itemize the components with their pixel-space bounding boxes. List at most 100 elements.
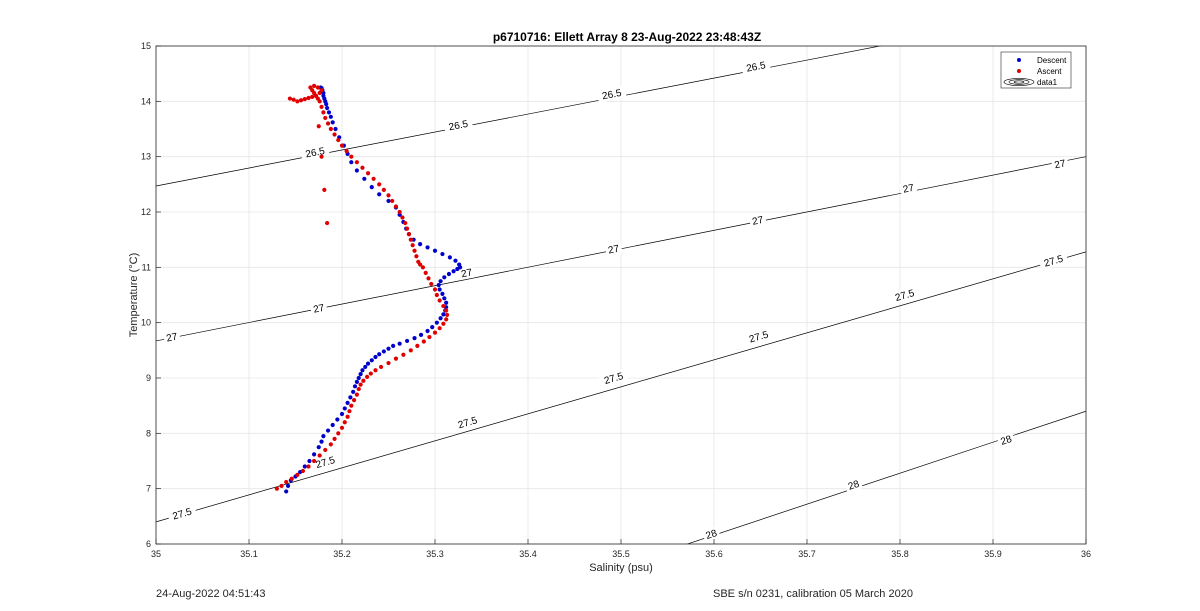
- descent-point: [369, 185, 374, 190]
- chart-title: p6710716: Ellett Array 8 23-Aug-2022 23:…: [493, 30, 761, 44]
- descent-point: [302, 464, 307, 469]
- descent-point: [354, 379, 359, 384]
- ascent-point: [295, 99, 300, 104]
- contour-label-bg: [596, 85, 627, 103]
- y-tick-label: 9: [146, 373, 151, 383]
- descent-point: [444, 300, 449, 305]
- descent-point: [354, 168, 359, 173]
- legend-ascent-label: Ascent: [1037, 67, 1062, 76]
- ascent-point: [412, 248, 417, 253]
- ascent-point: [344, 149, 349, 154]
- descent-point: [360, 368, 365, 373]
- x-tick-label: 35.4: [519, 549, 537, 559]
- legend-box: [1000, 51, 1072, 89]
- ascent-point: [444, 308, 449, 313]
- ascent-point: [317, 90, 322, 96]
- descent-point: [430, 324, 435, 330]
- contour-label-bg: [598, 368, 629, 388]
- contour-label-bg: [457, 265, 476, 281]
- descent-point: [325, 428, 331, 433]
- contour-label-text: 27: [312, 303, 325, 316]
- contour-label-text: 28: [999, 434, 1013, 448]
- ascent-point: [336, 431, 341, 436]
- ascent-point: [410, 243, 415, 248]
- ascent-point: [426, 276, 431, 281]
- contour-label: 26.5: [740, 57, 771, 76]
- contour-label-bg: [748, 212, 767, 228]
- contour-label-bg: [452, 412, 483, 432]
- ascent-point: [420, 265, 426, 270]
- descent-point: [373, 354, 378, 360]
- ascent-point: [317, 453, 322, 458]
- descent-point: [352, 384, 358, 389]
- ascent-point: [354, 392, 359, 397]
- ascent-point: [393, 204, 399, 209]
- contour-label-bg: [740, 57, 771, 76]
- contour-label: 27: [457, 265, 476, 281]
- descent-point: [312, 452, 317, 457]
- contour-label: 26.5: [443, 116, 474, 134]
- ascent-point: [315, 85, 320, 90]
- ascent-point: [432, 330, 438, 335]
- ascent-point: [354, 160, 359, 165]
- descent-point: [438, 316, 443, 321]
- descent-point: [442, 275, 447, 280]
- contour-label-bg: [1050, 156, 1069, 172]
- descent-point: [432, 248, 438, 253]
- ascent-point: [323, 115, 328, 121]
- contour-label-bg: [996, 431, 1016, 449]
- contour-label-text: 27: [1054, 158, 1067, 171]
- ascent-point: [377, 182, 382, 187]
- descent-point: [440, 291, 445, 296]
- ascent-point: [284, 479, 289, 485]
- ascent-point: [328, 442, 333, 447]
- ascent-point: [401, 352, 406, 357]
- timestamp-footer: 24-Aug-2022 04:51:43: [156, 588, 266, 600]
- descent-point: [365, 361, 371, 366]
- contour-label-bg: [743, 326, 774, 347]
- density-contour-28: [686, 410, 1086, 544]
- contour-label: 28: [701, 525, 721, 543]
- y-tick-label: 13: [141, 152, 151, 162]
- ascent-point: [361, 378, 366, 383]
- ascent-point: [365, 374, 370, 379]
- descent-point: [358, 372, 363, 377]
- ascent-point: [345, 414, 350, 419]
- ascent-point: [415, 343, 420, 349]
- ascent-point: [274, 486, 279, 491]
- ascent-point: [416, 259, 421, 264]
- ascent-point: [300, 468, 306, 474]
- contour-label: 28: [996, 431, 1016, 449]
- contour-label-text: 26.5: [745, 60, 767, 75]
- x-tick-label: 35.7: [798, 549, 816, 559]
- ascent-point: [287, 96, 293, 101]
- descent-point: [333, 126, 338, 132]
- ascent-point: [336, 137, 341, 143]
- descent-point: [440, 251, 445, 257]
- contour-label-text: 27: [460, 267, 473, 280]
- descent-point: [335, 417, 340, 422]
- y-tick-label: 12: [141, 207, 151, 217]
- contour-label: 27.5: [166, 503, 198, 524]
- descent-point: [285, 483, 291, 488]
- calibration-footer: SBE s/n 0231, calibration 05 March 2020: [713, 588, 913, 600]
- contour-label-text: 26.5: [601, 88, 623, 103]
- ascent-point: [429, 281, 434, 287]
- ascent-point: [308, 85, 313, 90]
- descent-point: [284, 489, 289, 494]
- ascent-point: [444, 312, 450, 318]
- descent-point: [434, 320, 439, 325]
- ascent-point: [381, 187, 386, 192]
- x-axis-label: Salinity (psu): [589, 562, 653, 574]
- ascent-point: [302, 97, 307, 102]
- ascent-point: [427, 334, 432, 340]
- ascent-point: [368, 371, 373, 376]
- contour-label-text: 27.5: [603, 371, 625, 387]
- descent-point: [351, 389, 356, 394]
- legend[interactable]: Descent Ascent data1: [1000, 51, 1072, 89]
- ascent-point: [295, 472, 300, 477]
- contour-label-text: 27.5: [457, 415, 479, 431]
- ascent-point: [306, 95, 311, 101]
- ascent-point: [400, 215, 405, 220]
- contour-label: 26.5: [596, 85, 627, 103]
